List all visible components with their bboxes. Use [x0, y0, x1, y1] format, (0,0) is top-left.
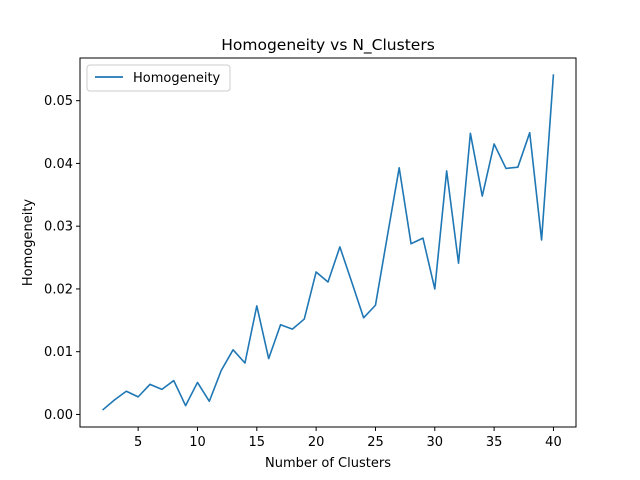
series-layer [102, 74, 555, 411]
x-axis-label: Number of Clusters [265, 456, 391, 471]
x-tick-label: 30 [427, 435, 444, 450]
x-tick-label: 40 [545, 435, 562, 450]
y-tick-label: 0.05 [44, 94, 73, 109]
y-tick-label: 0.00 [44, 408, 73, 423]
plot-area [80, 58, 576, 427]
y-tick-label: 0.02 [44, 282, 73, 297]
legend-label-homogeneity: Homogeneity [133, 71, 221, 86]
y-tick-label: 0.03 [44, 220, 73, 235]
x-axis-ticks: 5 10 15 20 25 30 35 40 [134, 427, 562, 450]
x-tick-label: 5 [134, 435, 142, 450]
chart-title: Homogeneity vs N_Clusters [221, 36, 435, 55]
x-tick-label: 20 [308, 435, 325, 450]
x-tick-label: 35 [486, 435, 503, 450]
plot-frame [79, 57, 577, 428]
x-tick-label: 15 [249, 435, 266, 450]
x-tick-label: 10 [189, 435, 206, 450]
y-axis-label: Homogeneity [21, 199, 36, 287]
series-line-homogeneity [102, 74, 555, 411]
legend: Homogeneity [86, 64, 231, 92]
y-axis-ticks: 0.00 0.01 0.02 0.03 0.04 0.05 [44, 94, 80, 423]
legend-box [86, 64, 231, 92]
y-tick-label: 0.04 [44, 157, 73, 172]
y-tick-label: 0.01 [44, 345, 73, 360]
x-tick-label: 25 [367, 435, 384, 450]
